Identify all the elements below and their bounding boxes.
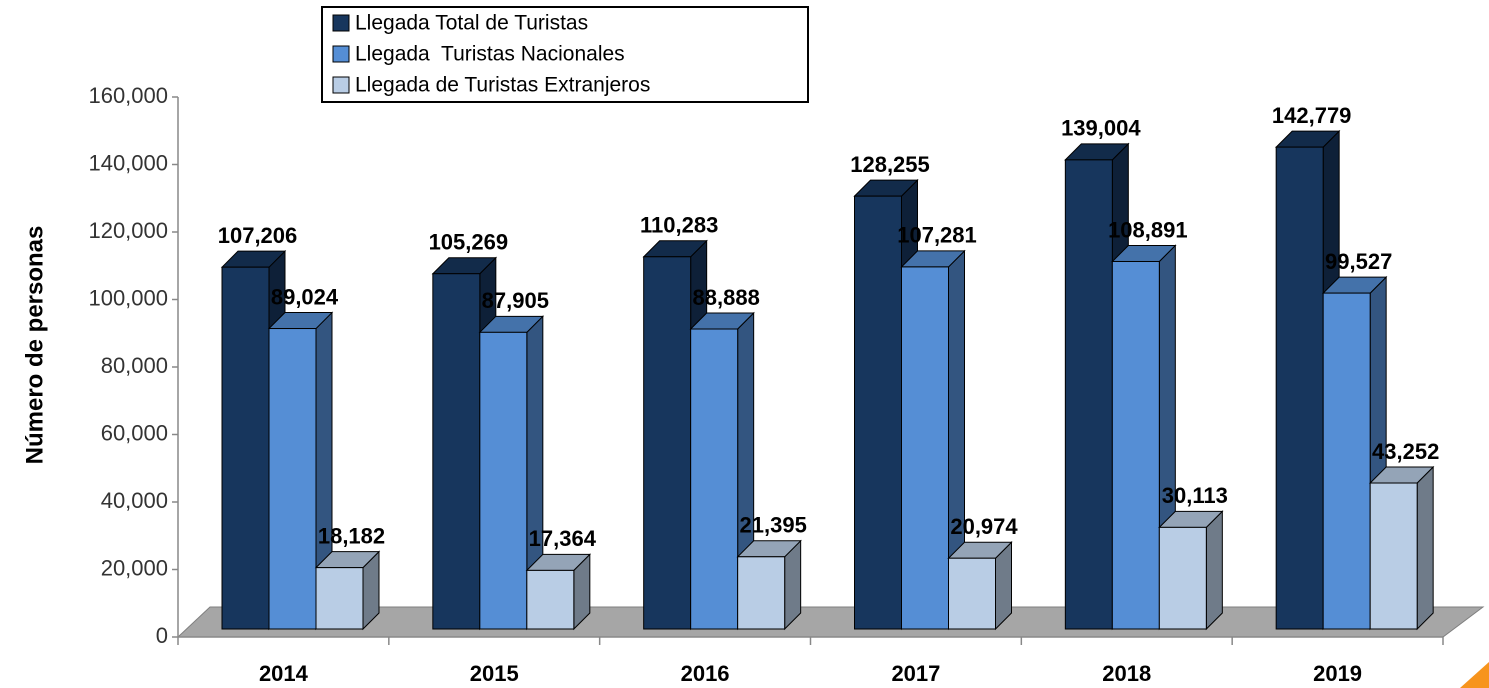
bar <box>1322 292 1371 630</box>
bar <box>221 266 270 630</box>
legend-label: Llegada Total de Turistas <box>355 12 588 35</box>
data-label: 107,206 <box>218 223 298 248</box>
x-tick-label: 2016 <box>681 661 730 686</box>
data-label: 18,182 <box>318 523 385 548</box>
y-axis-label: Número de personas <box>21 226 48 465</box>
bar <box>1275 146 1324 630</box>
y-tick-label: 160,000 <box>88 83 168 108</box>
data-label: 17,364 <box>529 526 597 551</box>
y-tick-label: 120,000 <box>88 218 168 243</box>
data-label: 21,395 <box>740 513 807 538</box>
data-label: 110,283 <box>640 213 718 238</box>
x-tick-label: 2014 <box>259 661 309 686</box>
y-tick-label: 100,000 <box>88 285 168 310</box>
data-label: 99,527 <box>1325 249 1392 274</box>
bar <box>643 256 692 630</box>
x-tick-label: 2015 <box>470 661 519 686</box>
y-tick-label: 40,000 <box>101 488 168 513</box>
bar <box>315 567 364 630</box>
data-label: 142,779 <box>1272 103 1352 128</box>
bar <box>901 266 949 630</box>
data-label: 128,255 <box>850 152 930 177</box>
data-label: 30,113 <box>1162 483 1228 508</box>
y-tick-label: 60,000 <box>101 420 168 445</box>
bar <box>1111 260 1160 630</box>
x-tick-label: 2018 <box>1102 661 1151 686</box>
legend-label: Llegada de Turistas Extranjeros <box>355 74 650 97</box>
data-label: 20,974 <box>950 514 1018 539</box>
bar <box>1369 482 1418 630</box>
data-label: 107,281 <box>897 223 977 248</box>
legend-swatch <box>332 14 350 32</box>
data-label: 89,024 <box>271 284 339 309</box>
y-tick-label: 0 <box>156 623 168 648</box>
data-label: 43,252 <box>1372 439 1439 464</box>
x-tick-label: 2019 <box>1313 661 1362 686</box>
bar-side <box>1416 465 1434 631</box>
data-label: 88,888 <box>693 285 760 310</box>
y-tick-label: 80,000 <box>101 353 168 378</box>
data-label: 87,905 <box>482 288 549 313</box>
bar <box>432 273 481 630</box>
bar <box>526 569 575 630</box>
y-tick-label: 20,000 <box>101 555 168 580</box>
legend-swatch <box>332 76 350 94</box>
bar <box>737 556 786 630</box>
data-label: 108,891 <box>1108 217 1188 242</box>
bar-side <box>1205 510 1223 631</box>
bar <box>854 195 902 630</box>
bar <box>690 328 739 630</box>
legend-swatch <box>332 45 350 63</box>
bar <box>1064 159 1113 630</box>
bar <box>1158 526 1207 630</box>
legend-label: Llegada Turistas Nacionales <box>355 43 625 66</box>
legend-box <box>321 6 809 103</box>
data-label: 105,269 <box>429 230 509 255</box>
data-label: 139,004 <box>1061 116 1141 141</box>
bar <box>479 331 528 630</box>
y-tick-label: 140,000 <box>88 150 168 175</box>
bar <box>268 328 317 630</box>
corner-decoration <box>1460 662 1489 688</box>
bar <box>948 557 996 630</box>
x-tick-label: 2017 <box>891 661 940 686</box>
